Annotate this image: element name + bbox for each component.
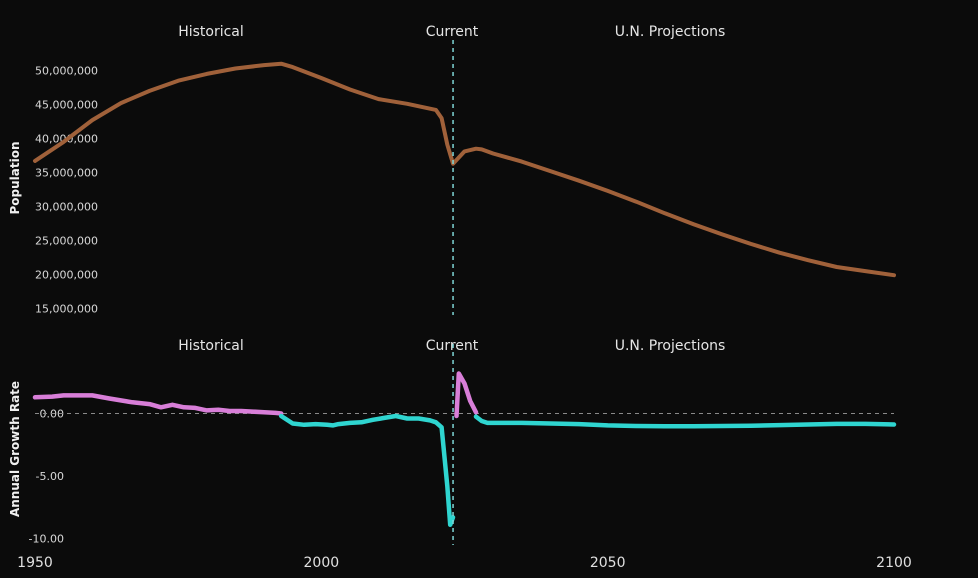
series-line-positive-0 (32, 393, 284, 416)
y-tick-label: 50,000,000 (35, 65, 98, 78)
y-tick-label: 25,000,000 (35, 235, 98, 248)
y-tick-label: 45,000,000 (35, 99, 98, 112)
series-line-population-0 (33, 61, 896, 278)
x-tick-label: 2100 (876, 555, 912, 571)
x-tick-label: 1950 (17, 555, 53, 571)
series-line-negative-1 (278, 413, 456, 528)
y-axis-label: Population (8, 141, 22, 214)
panel-population: 50,000,00045,000,00040,000,00035,000,000… (8, 24, 896, 316)
annotation-current: Current (426, 24, 479, 40)
annotation-historical: Historical (178, 338, 244, 354)
y-tick-label: -10.00 (29, 533, 64, 546)
y-tick-label: 30,000,000 (35, 201, 98, 214)
annotation-historical: Historical (178, 24, 244, 40)
y-tick-label: 35,000,000 (35, 167, 98, 180)
y-tick-label: -5.00 (36, 470, 64, 483)
x-tick-label: 2050 (590, 555, 626, 571)
y-tick-label: 15,000,000 (35, 303, 98, 316)
annotation-projections: U.N. Projections (615, 338, 726, 354)
y-tick-label: 20,000,000 (35, 269, 98, 282)
series-line-negative-3 (473, 414, 897, 429)
x-tick-label: 2000 (304, 555, 340, 571)
annotation-projections: U.N. Projections (615, 24, 726, 40)
annotation-current: Current (426, 338, 479, 354)
series-line-positive-2 (454, 371, 479, 419)
y-axis-label: Annual Growth Rate (8, 381, 22, 517)
